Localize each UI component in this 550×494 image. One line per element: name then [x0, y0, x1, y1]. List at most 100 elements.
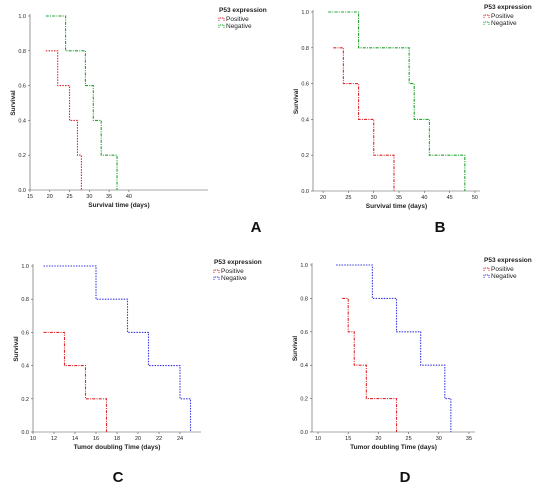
panel-label: B	[435, 219, 446, 236]
legend-label-negative: Negative	[491, 273, 517, 280]
series-line-positive	[333, 47, 395, 191]
y-tick-label: 0.4	[18, 118, 26, 124]
legend-swatch-positive	[483, 14, 490, 18]
legend-label-positive: Positive	[491, 13, 514, 20]
x-axis-title: Survival time (days)	[88, 202, 149, 209]
legend-swatch-negative	[483, 274, 490, 278]
x-tick-label: 24	[177, 436, 183, 442]
x-tick-label: 20	[375, 436, 381, 442]
y-tick-label: 0.4	[300, 363, 308, 369]
x-tick-label: 15	[27, 194, 33, 200]
legend-title: P53 expression	[484, 4, 532, 11]
y-tick-label: 0.8	[21, 297, 29, 303]
x-tick-label: 25	[345, 195, 351, 201]
legend-title: P53 expression	[214, 259, 262, 266]
y-tick-label: 0.6	[300, 330, 308, 336]
x-tick-label: 15	[345, 436, 351, 442]
y-axis-title: Survival	[13, 336, 20, 361]
x-tick-label: 12	[51, 436, 57, 442]
legend-title: P53 expression	[219, 7, 267, 14]
chart-panel-a: 15 20 25 30 35 40 0.0 0.2 0.4 0.6 0.8 1.0 Survival t…	[10, 7, 267, 236]
y-tick-label: 0.8	[301, 46, 309, 52]
x-tick-label: 40	[421, 195, 427, 201]
y-tick-label: 0.2	[18, 153, 26, 159]
x-tick-label: 16	[93, 436, 99, 442]
y-tick-label: 1.0	[300, 263, 308, 269]
x-tick-label: 20	[135, 436, 141, 442]
legend-swatch-positive	[213, 269, 220, 273]
series-line-positive	[43, 331, 108, 432]
legend-swatch-positive	[218, 17, 225, 21]
legend-swatch-negative	[483, 21, 490, 25]
panel-label: D	[400, 469, 411, 486]
x-tick-label: 45	[447, 195, 453, 201]
x-axis-title: Survival time (days)	[366, 203, 427, 210]
y-tick-label: 0.2	[301, 153, 309, 159]
x-tick-label: 30	[436, 436, 442, 442]
legend-title: P53 expression	[484, 257, 532, 264]
y-axis-title: Survival	[293, 89, 300, 114]
series-line-negative	[45, 15, 118, 190]
x-axis-title: Tumor doubling Time (days)	[74, 444, 161, 451]
legend-label-negative: Negative	[491, 20, 517, 27]
y-tick-label: 1.0	[21, 264, 29, 270]
panel-label: C	[113, 469, 124, 486]
y-axis-title: Survival	[292, 336, 299, 361]
legend-swatch-negative	[218, 24, 225, 28]
y-tick-label: 0.0	[300, 430, 308, 436]
legend-swatch-negative	[213, 276, 220, 280]
y-tick-label: 0.2	[300, 397, 308, 403]
y-tick-label: 0.0	[21, 430, 29, 436]
y-tick-label: 0.0	[18, 188, 26, 194]
y-tick-label: 1.0	[301, 10, 309, 16]
y-tick-label: 0.2	[21, 397, 29, 403]
x-tick-label: 35	[396, 195, 402, 201]
panel-label: A	[251, 219, 262, 236]
y-axis-title: Survival	[10, 90, 17, 115]
chart-panel-b: 20 25 30 35 40 45 50 0.0 0.2 0.4 0.6 0.8 1.0 Survival…	[293, 4, 532, 236]
y-tick-label: 0.0	[301, 189, 309, 195]
x-tick-label: 25	[406, 436, 412, 442]
x-tick-label: 50	[472, 195, 478, 201]
x-tick-label: 20	[47, 194, 53, 200]
legend-label-negative: Negative	[226, 23, 252, 30]
y-tick-label: 0.6	[18, 84, 26, 90]
x-tick-label: 14	[72, 436, 78, 442]
y-tick-label: 1.0	[18, 14, 26, 20]
chart-panel-c: 10 12 14 16 18 20 22 24 0.0 0.2 0.4 0.6 0.8 1.0 Tumor …	[13, 259, 262, 486]
legend-label-positive: Positive	[221, 268, 244, 275]
x-axis-title: Tumor doubling Time (days)	[350, 444, 437, 451]
legend-label-positive: Positive	[491, 266, 514, 273]
x-tick-label: 30	[371, 195, 377, 201]
series-line-negative	[328, 11, 466, 191]
series-line-positive	[342, 297, 398, 432]
y-tick-label: 0.8	[18, 49, 26, 55]
x-tick-label: 18	[114, 436, 120, 442]
x-tick-label: 20	[320, 195, 326, 201]
y-tick-label: 0.4	[21, 364, 29, 370]
series-line-negative	[336, 264, 452, 432]
y-tick-label: 0.6	[301, 82, 309, 88]
x-tick-label: 40	[126, 194, 132, 200]
x-tick-label: 10	[30, 436, 36, 442]
legend-label-positive: Positive	[226, 16, 249, 23]
legend-swatch-positive	[483, 267, 490, 271]
x-tick-label: 35	[466, 436, 472, 442]
x-tick-label: 30	[86, 194, 92, 200]
x-tick-label: 25	[66, 194, 72, 200]
series-line-positive	[45, 50, 82, 190]
series-line-negative	[43, 265, 192, 432]
y-tick-label: 0.4	[301, 117, 309, 123]
y-tick-label: 0.8	[300, 296, 308, 302]
x-tick-label: 10	[315, 436, 321, 442]
legend-label-negative: Negative	[221, 275, 247, 282]
x-tick-label: 35	[106, 194, 112, 200]
x-tick-label: 22	[156, 436, 162, 442]
chart-panel-d: 10 15 20 25 30 35 0.0 0.2 0.4 0.6 0.8 1.0 Tumor doub…	[292, 257, 532, 486]
y-tick-label: 0.6	[21, 330, 29, 336]
